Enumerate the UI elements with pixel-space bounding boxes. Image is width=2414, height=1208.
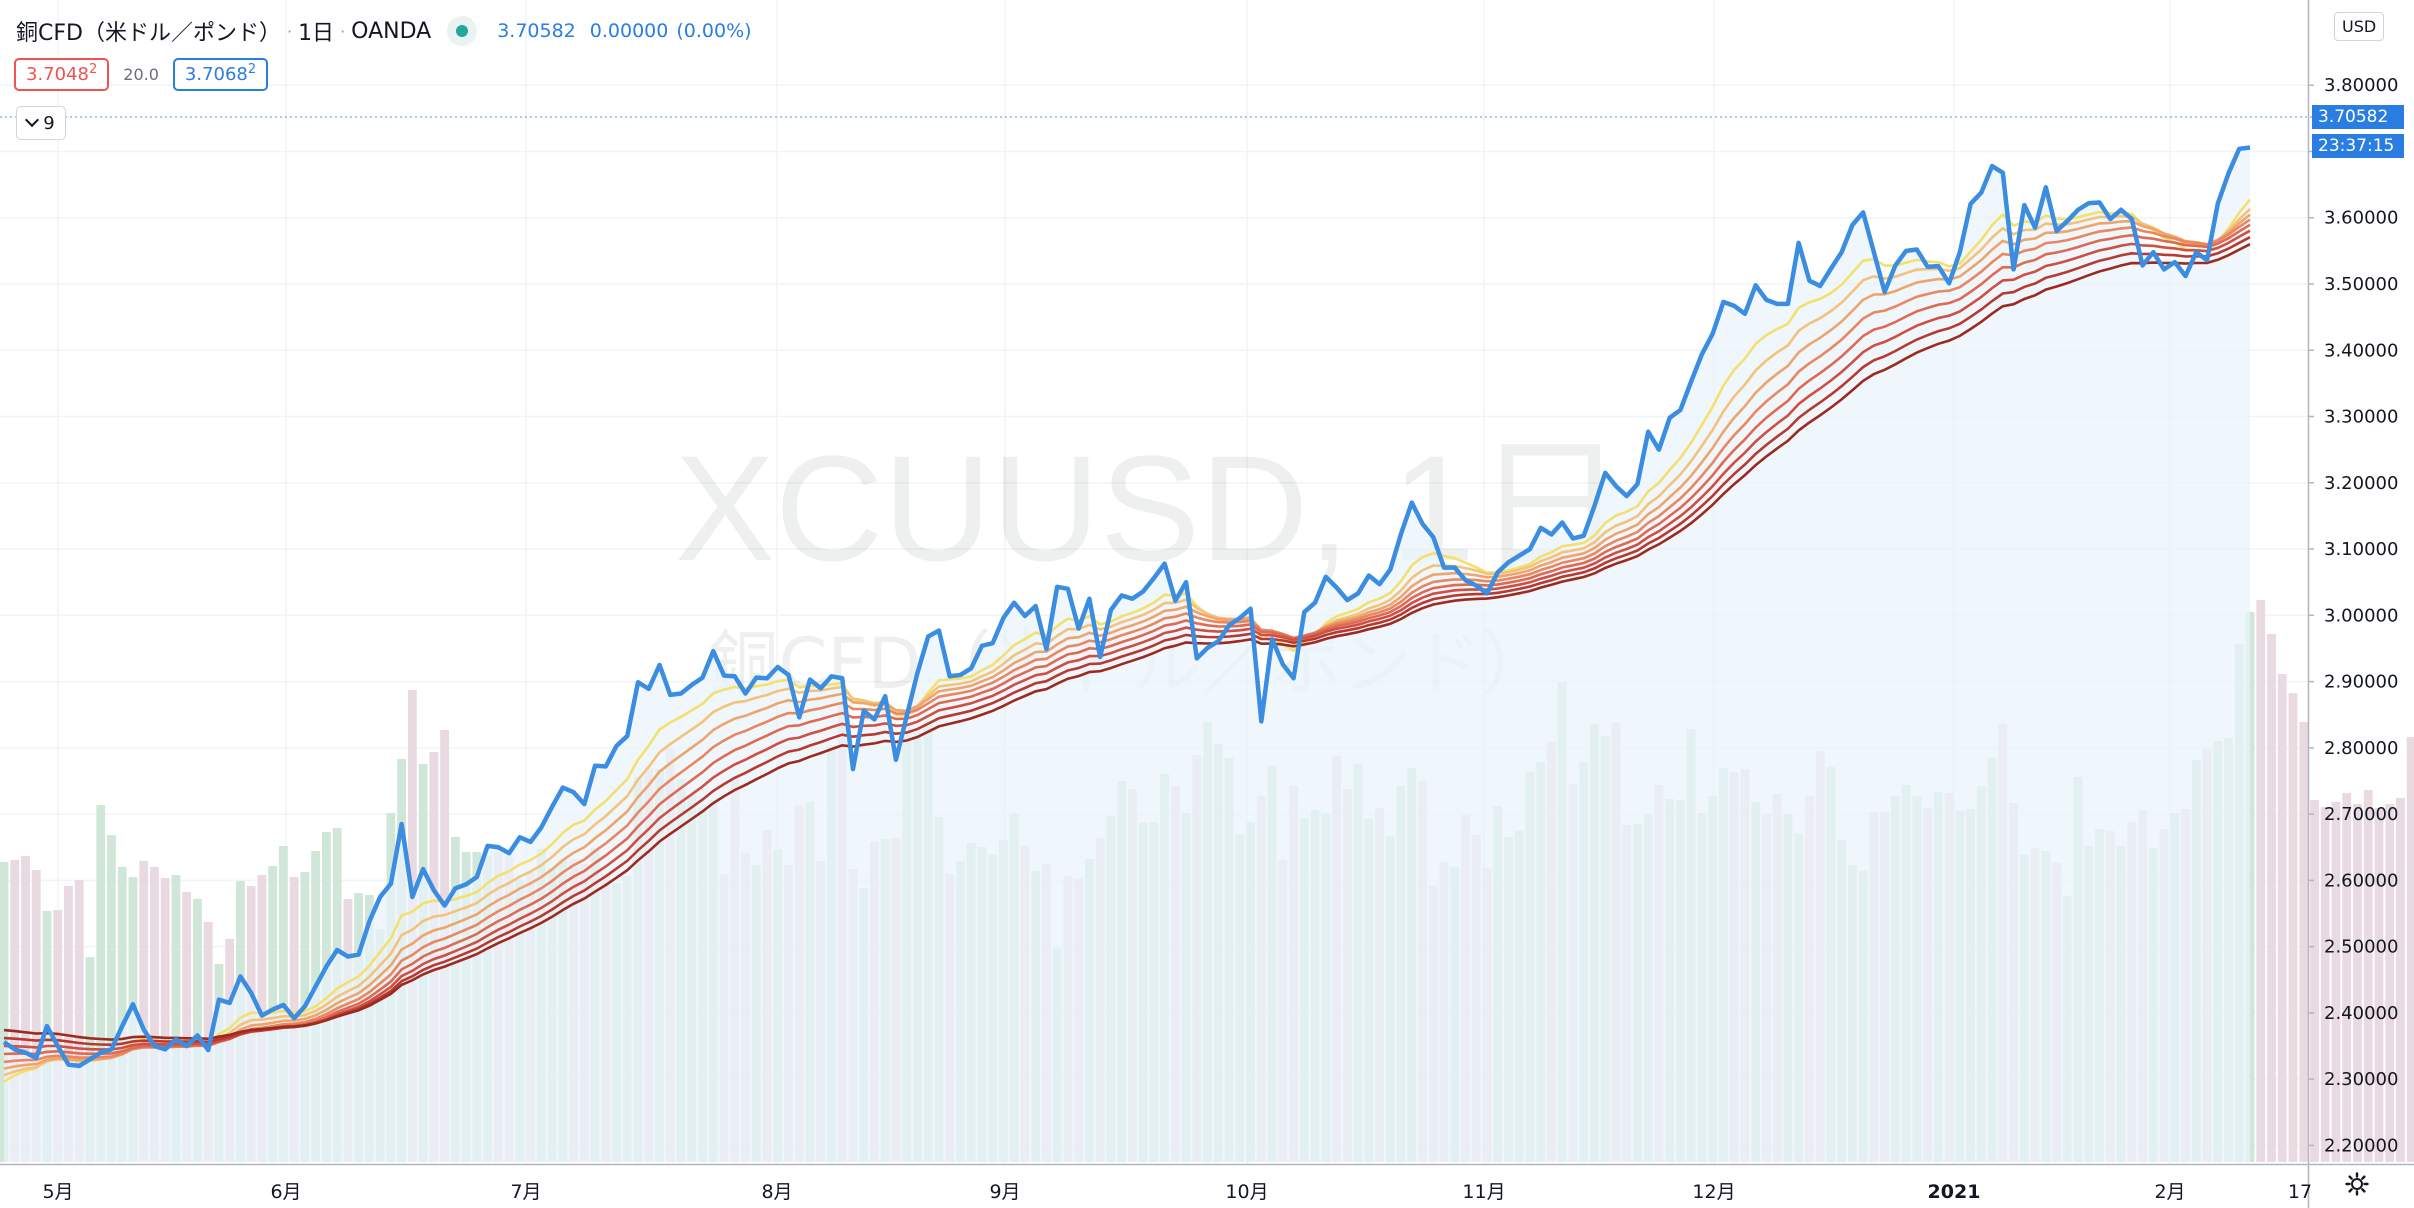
x-tick-label: 2021 <box>1928 1181 1981 1203</box>
y-tick-label: 3.20000 <box>2324 473 2398 494</box>
y-tick-label: 2.20000 <box>2324 1135 2398 1156</box>
market-status-icon[interactable] <box>447 16 478 46</box>
y-tick-label: 2.40000 <box>2324 1003 2398 1024</box>
x-tick-label: 5月 <box>42 1181 73 1203</box>
volume-bar <box>2396 798 2405 1162</box>
y-tick-label: 2.80000 <box>2324 738 2398 759</box>
ema-line-29 <box>3 229 2251 1051</box>
ema-line-33 <box>3 236 2251 1047</box>
volume-bar <box>2374 808 2384 1162</box>
volume-bar <box>2288 693 2298 1162</box>
change-percent: (0.00%) <box>676 20 752 42</box>
volume-bar <box>64 886 73 1162</box>
bar-countdown-tag: 23:37:15 <box>2312 134 2404 158</box>
y-tick-label: 3.10000 <box>2324 539 2398 560</box>
x-tick-label: 12月 <box>1692 1181 1735 1203</box>
volume-bar <box>2267 634 2276 1162</box>
x-tick-label: 9月 <box>989 1181 1020 1203</box>
volume-bar <box>96 805 106 1162</box>
separator-dot: · <box>286 21 293 41</box>
volume-bar <box>171 875 181 1162</box>
y-tick-label: 3.30000 <box>2324 407 2398 428</box>
buy-button[interactable]: 3.70682 <box>172 58 269 91</box>
x-tick-label: 2月 <box>2154 1181 2185 1203</box>
volume-bar <box>74 880 84 1162</box>
watermark-symbol: XCUUSD, 1日 <box>675 424 1625 592</box>
y-tick-label: 3.40000 <box>2324 340 2398 361</box>
volume-bar <box>2363 790 2373 1162</box>
y-tick-label: 2.90000 <box>2324 672 2398 693</box>
symbol-name[interactable]: 銅CFD（米ドル／ポンド） <box>16 21 281 46</box>
volume-bar <box>182 892 192 1162</box>
x-tick-label: 8月 <box>761 1181 792 1203</box>
ema-line-17 <box>3 213 2251 1070</box>
x-tick-label: 6月 <box>270 1181 301 1203</box>
volume-bar <box>117 867 127 1162</box>
currency-badge[interactable]: USD <box>2334 12 2385 41</box>
volume-bar <box>2277 674 2287 1162</box>
volume-bar <box>107 835 116 1162</box>
change-value: 0.00000 <box>589 20 669 42</box>
ema-line-37 <box>3 243 2251 1041</box>
volume-bar <box>31 870 41 1162</box>
volume-bar <box>2406 737 2414 1162</box>
ema-ribbon <box>3 198 2252 1083</box>
indicators-toggle-button[interactable]: 9 <box>16 106 66 140</box>
price-line <box>2 145 2251 1069</box>
volume-bar <box>160 878 170 1162</box>
chart-legend: 銅CFD（米ドル／ポンド） · 1日 · OANDA 3.70582 0.000… <box>16 14 752 48</box>
volume-bar <box>10 860 20 1162</box>
volume-bar <box>2353 804 2362 1162</box>
volume-bar <box>2331 802 2341 1162</box>
volume-bar <box>193 899 202 1162</box>
volume-bar <box>2310 800 2319 1162</box>
y-tick-label: 3.00000 <box>2324 605 2398 626</box>
y-tick-label: 2.70000 <box>2324 804 2398 825</box>
spread-value: 20.0 <box>123 65 159 84</box>
interval-label[interactable]: 1日 <box>298 21 335 46</box>
volume-bar <box>150 867 159 1162</box>
x-tick-label: 10月 <box>1225 1181 1268 1203</box>
x-tick-label: 11月 <box>1462 1181 1505 1203</box>
settings-gear-icon[interactable] <box>2345 1172 2369 1196</box>
volume-bar <box>2299 722 2309 1162</box>
separator-dot: · <box>340 21 346 41</box>
y-tick-label: 2.50000 <box>2324 937 2398 958</box>
volume-bar <box>0 862 9 1162</box>
price-axis[interactable]: 3.800003.700003.600003.500003.400003.300… <box>2308 75 2398 1156</box>
volume-bar <box>139 861 149 1162</box>
bid-ask-panel: 3.70482 20.0 3.70682 <box>14 58 269 91</box>
volume-bar <box>53 910 63 1162</box>
ema-line-13 <box>3 208 2251 1077</box>
sell-button[interactable]: 3.70482 <box>14 58 110 91</box>
last-price-tag: 3.70582 <box>2312 105 2404 129</box>
y-tick-label: 3.50000 <box>2324 274 2398 295</box>
volume-bar <box>2256 600 2266 1162</box>
y-tick-label: 2.30000 <box>2324 1069 2398 1090</box>
exchange-label: OANDA <box>351 18 432 44</box>
ema-line-21 <box>3 218 2251 1064</box>
x-tick-label: 7月 <box>510 1181 541 1203</box>
volume-bar <box>2385 804 2395 1162</box>
volume-bar <box>2342 793 2352 1162</box>
volume-bar <box>2320 807 2330 1162</box>
ema-line-25 <box>3 223 2251 1056</box>
y-tick-label: 2.60000 <box>2324 870 2398 891</box>
y-tick-label: 3.60000 <box>2324 208 2398 229</box>
time-axis[interactable]: 5月 6月 7月 8月 9月 10月 11月 12月 2021 2月 17 <box>42 1181 2312 1203</box>
chevron-down-icon <box>25 112 40 128</box>
last-price-value: 3.70582 <box>497 20 576 42</box>
volume-bar <box>21 856 30 1162</box>
x-tick-label: 17 <box>2288 1181 2312 1203</box>
indicators-count: 9 <box>43 112 55 134</box>
y-tick-label: 3.80000 <box>2324 75 2398 96</box>
